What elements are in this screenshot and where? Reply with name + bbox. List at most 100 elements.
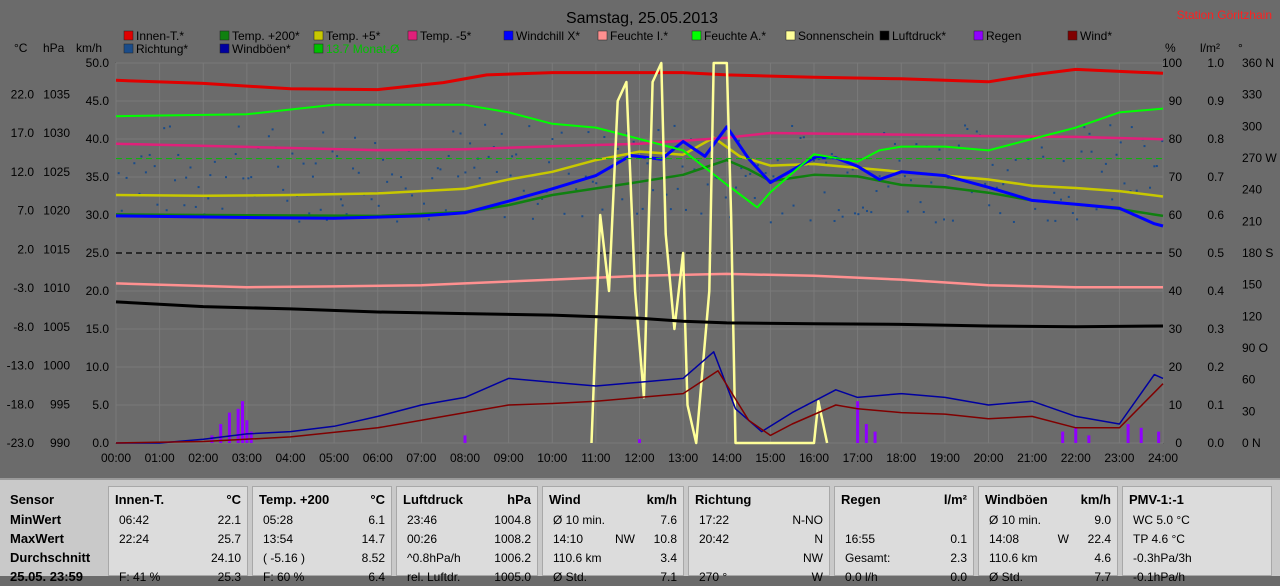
row-label: ^0.8hPa/h <box>407 551 461 565</box>
direction-dot <box>616 147 619 150</box>
time-tick-label: 20:00 <box>973 451 1003 465</box>
temp-tick-label: -23.0 <box>7 436 35 450</box>
summary-column: PMV-1:-1 WC 5.0 °C TP 4.6 °C -0.3hPa/3h -0.1… <box>1122 486 1272 584</box>
kmh-tick-label: 25.0 <box>86 246 110 260</box>
summary-column: Windböen km/h Ø 10 min. 9.0 14:08 W 22.4 110.6 … <box>978 486 1118 584</box>
temp-tick-label: -3.0 <box>13 281 34 295</box>
time-tick-label: 24:00 <box>1148 451 1178 465</box>
direction-dot <box>776 159 779 162</box>
direction-dot <box>753 196 756 199</box>
direction-dot <box>237 125 240 128</box>
direction-dot <box>1059 198 1062 201</box>
temp-tick-label: 17.0 <box>11 126 35 140</box>
direction-dot <box>676 187 679 190</box>
direction-dot <box>452 130 455 133</box>
temp-tick-label: -8.0 <box>13 320 34 334</box>
rain-bar <box>1087 435 1091 443</box>
row-label: 16:55 <box>845 532 876 546</box>
rain-bar <box>245 420 249 443</box>
rain-tick-label: 0.7 <box>1207 170 1224 184</box>
rain-tick-label: 0.0 <box>1207 436 1224 450</box>
direction-dot <box>396 220 399 223</box>
direction-dot <box>144 171 147 174</box>
direction-dot <box>823 191 826 194</box>
summary-row: -0.3hPa/3h <box>1129 549 1265 567</box>
time-tick-label: 12:00 <box>624 451 654 465</box>
direction-dot <box>354 136 357 139</box>
summary-column-header: Regen l/m² <box>841 491 967 509</box>
time-tick-label: 10:00 <box>537 451 567 465</box>
direction-dot <box>291 152 294 155</box>
kmh-tick-label: 15.0 <box>86 322 110 336</box>
row-value: 0.0 <box>950 570 967 584</box>
direction-dot <box>322 131 325 134</box>
direction-dot <box>919 201 922 204</box>
direction-dot <box>400 176 403 179</box>
temp-tick-label: 22.0 <box>11 87 35 101</box>
summary-row: 17:22 N-NO <box>695 511 823 529</box>
column-title: Wind <box>549 492 581 507</box>
row-label: Gesamt: <box>845 551 891 565</box>
legend-label: Feuchte A.* <box>704 29 766 43</box>
row-value: 2.3 <box>950 551 967 565</box>
direction-dot <box>1076 218 1079 221</box>
rain-tick-label: 0.8 <box>1207 132 1224 146</box>
row-value: 3.4 <box>660 551 677 565</box>
direction-dot <box>444 209 447 212</box>
legend-label: Innen-T.* <box>136 29 184 43</box>
direction-dot <box>903 175 906 178</box>
direction-dot <box>603 135 606 138</box>
series-line <box>115 103 1164 209</box>
row-value: NW <box>803 551 823 565</box>
row-value: 7.6 <box>660 513 677 527</box>
row-value: 14.7 <box>361 532 385 546</box>
rain-bars <box>210 401 1161 443</box>
rain-bar <box>1126 424 1130 443</box>
direction-dot <box>308 212 311 215</box>
direction-dot <box>120 209 123 212</box>
row-label: 110.6 km <box>553 551 602 565</box>
summary-row: -0.1hPa/h <box>1129 568 1265 586</box>
direction-tick-label: 330 <box>1242 88 1262 102</box>
direction-dot <box>473 166 476 169</box>
column-title: Regen <box>841 492 881 507</box>
sensor-header: Sensor <box>10 492 55 507</box>
direction-dot <box>174 179 177 182</box>
legend-swatch <box>313 43 324 54</box>
kmh-tick-label: 40.0 <box>86 132 110 146</box>
unit-kmh: km/h <box>76 41 102 55</box>
legend-label: Windchill X* <box>516 29 580 43</box>
direction-tick-label: 360 N <box>1242 56 1274 70</box>
direction-dot <box>657 129 660 132</box>
direction-dot <box>267 135 270 138</box>
direction-dot <box>386 180 389 183</box>
direction-dot <box>906 210 909 213</box>
legend-label: Luftdruck* <box>892 29 946 43</box>
row-label: 00:26 <box>407 532 438 546</box>
hpa-tick-label: 1020 <box>43 204 70 218</box>
direction-dot <box>1153 165 1156 168</box>
time-tick-label: 16:00 <box>799 451 829 465</box>
direction-dot <box>1042 155 1045 158</box>
tick-labels: 50.0 45.0 40.0 35.0 30.0 25.0 20.0 15.0 10.0 5.0 0… <box>7 56 1278 465</box>
direction-dot <box>772 175 775 178</box>
direction-dot <box>224 176 227 179</box>
direction-dot <box>250 176 253 179</box>
row-label: 06:42 <box>119 513 150 527</box>
direction-dot <box>943 218 946 221</box>
direction-dot <box>404 187 407 190</box>
rain-bar <box>249 431 253 443</box>
direction-dot <box>781 212 784 215</box>
direction-dot <box>1054 219 1057 222</box>
summary-row: ^0.8hPa/h 1006.2 <box>403 549 531 567</box>
direction-tick-label: 30 <box>1242 404 1256 418</box>
direction-dot <box>825 161 828 164</box>
rain-bar <box>1157 431 1161 443</box>
direction-dot <box>117 172 120 175</box>
row-value: W <box>811 570 823 584</box>
legend-swatch <box>313 30 324 41</box>
direction-dot <box>1104 162 1107 165</box>
row-label: 0.0 l/h <box>845 570 878 584</box>
direction-dot <box>1130 126 1133 129</box>
direction-dot <box>887 185 890 188</box>
